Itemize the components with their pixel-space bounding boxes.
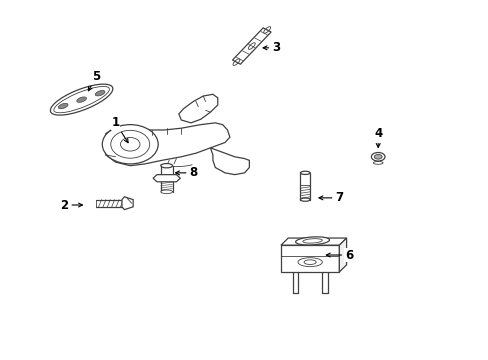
Ellipse shape (58, 103, 68, 109)
Ellipse shape (300, 198, 309, 201)
Text: 4: 4 (373, 127, 382, 147)
Ellipse shape (161, 190, 172, 194)
Text: 2: 2 (61, 198, 82, 212)
Polygon shape (122, 197, 133, 210)
Text: 5: 5 (88, 70, 100, 91)
Ellipse shape (50, 84, 113, 115)
Polygon shape (281, 238, 346, 245)
Text: 6: 6 (325, 248, 352, 261)
Ellipse shape (161, 163, 172, 168)
Polygon shape (210, 148, 249, 175)
Text: 3: 3 (263, 41, 280, 54)
Text: 8: 8 (175, 166, 197, 179)
Polygon shape (103, 123, 229, 166)
Polygon shape (179, 94, 217, 123)
Polygon shape (281, 245, 339, 272)
Ellipse shape (102, 125, 158, 164)
Polygon shape (339, 238, 346, 272)
Text: 7: 7 (318, 192, 343, 204)
Ellipse shape (295, 237, 329, 245)
Text: 1: 1 (111, 116, 128, 143)
Ellipse shape (77, 97, 86, 102)
Polygon shape (232, 28, 270, 64)
Ellipse shape (300, 171, 309, 175)
Ellipse shape (371, 153, 384, 161)
Ellipse shape (95, 90, 105, 96)
Polygon shape (153, 175, 180, 182)
Ellipse shape (373, 154, 381, 159)
